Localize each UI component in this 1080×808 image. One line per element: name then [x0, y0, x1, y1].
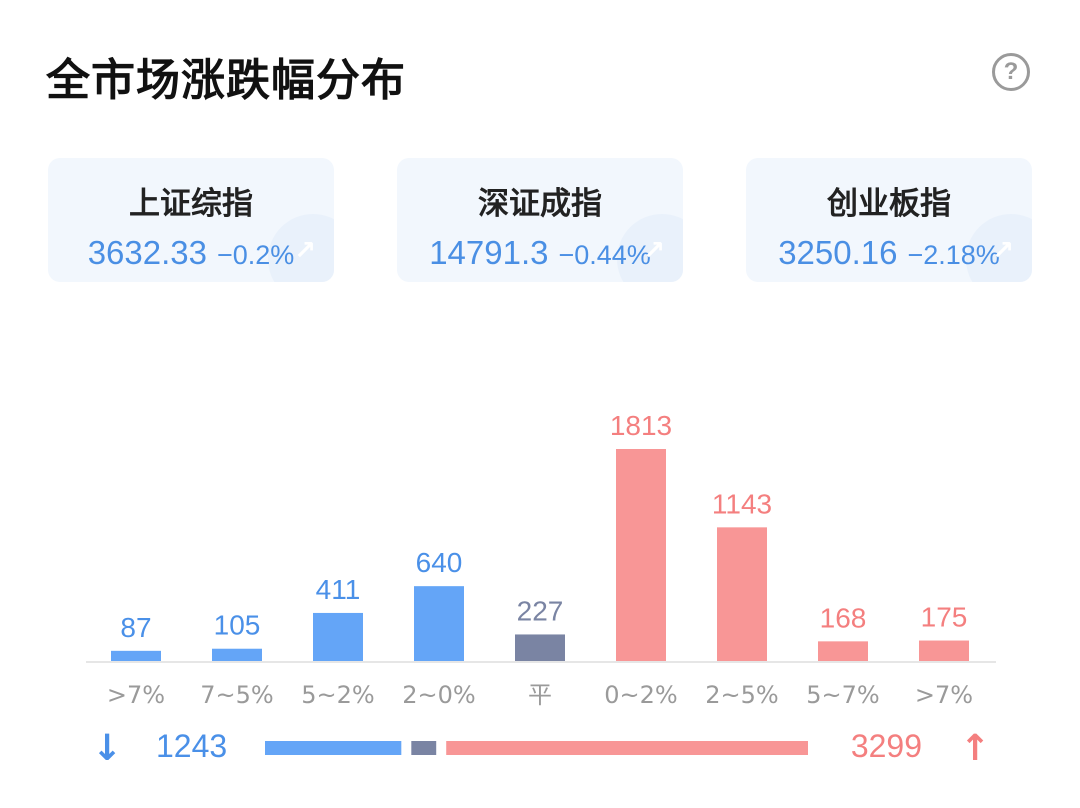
index-name: 创业板指 [827, 186, 951, 222]
x-tick-label: 7~5% [200, 681, 273, 709]
trend-arrow-icon: ↗ [294, 236, 316, 266]
index-value: 14791.3 [429, 234, 549, 271]
bar-value-label: 87 [120, 612, 151, 643]
bar-1 [212, 648, 262, 661]
bar-6 [717, 527, 767, 661]
index-card-cyb[interactable]: 创业板指 3250.16 −2.18% ↗ [746, 158, 1032, 282]
bar-value-label: 168 [820, 602, 867, 633]
index-change: −0.44% [558, 240, 651, 270]
x-tick-label: 0~2% [604, 681, 677, 709]
bar-0 [111, 650, 161, 661]
index-name: 上证综指 [129, 186, 253, 222]
bar-value-label: 1813 [610, 410, 672, 441]
summary-flat-segment [411, 741, 437, 755]
bar-5 [616, 449, 666, 661]
question-circle-icon[interactable]: ? [992, 53, 1030, 91]
index-change: −0.2% [216, 240, 295, 270]
x-tick-label: 平 [528, 681, 552, 709]
x-tick-label: 2~5% [705, 681, 778, 709]
x-tick-label: 5~2% [301, 681, 374, 709]
down-arrow-icon: ↓ [92, 728, 123, 769]
index-change: −2.18% [907, 240, 1000, 270]
index-card-sz[interactable]: 深证成指 14791.3 −0.44% ↗ [397, 158, 683, 282]
x-tick-label: 5~7% [806, 681, 879, 709]
trend-arrow-icon: ↗ [992, 236, 1014, 266]
x-tick-label: >7% [107, 681, 165, 709]
bar-3 [414, 586, 464, 661]
bar-value-label: 227 [517, 595, 564, 626]
bar-value-label: 1143 [712, 488, 772, 519]
bar-value-label: 105 [214, 610, 261, 641]
index-name: 深证成指 [478, 186, 602, 222]
up-count: 3299 [850, 728, 922, 764]
bar-value-label: 175 [921, 602, 968, 633]
bar-value-label: 411 [316, 574, 361, 605]
index-value: 3632.33 [87, 234, 207, 271]
up-arrow-icon: ↑ [960, 728, 991, 769]
bar-2 [313, 612, 363, 661]
x-tick-label: 2~0% [402, 681, 475, 709]
bar-value-label: 640 [416, 547, 463, 578]
summary-down-segment [265, 741, 402, 755]
bar-7 [818, 641, 868, 661]
index-card-sh[interactable]: 上证综指 3632.33 −0.2% ↗ [48, 158, 334, 282]
trend-arrow-icon: ↗ [643, 236, 665, 266]
page-title: 全市场涨跌幅分布 [46, 55, 406, 106]
x-tick-label: >7% [915, 681, 973, 709]
index-value: 3250.16 [778, 234, 898, 271]
down-count: 1243 [156, 728, 228, 764]
bar-4 [515, 634, 565, 661]
bar-8 [919, 640, 969, 661]
summary-up-segment [446, 741, 808, 755]
